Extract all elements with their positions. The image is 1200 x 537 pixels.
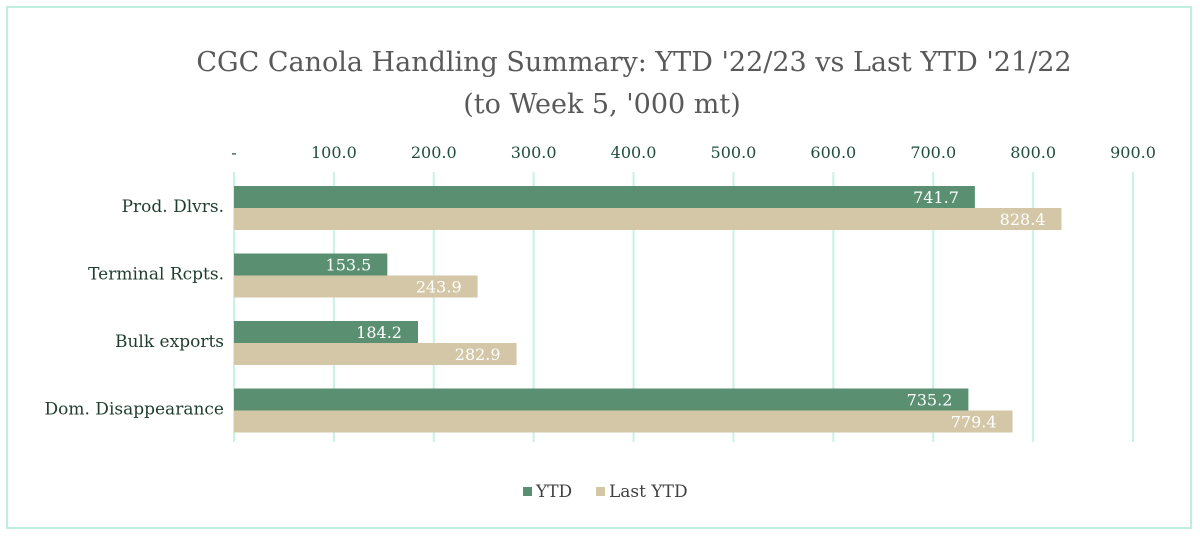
x-tick-label: 400.0 [611,143,657,162]
category-labels: Prod. Dlvrs. Terminal Rcpts. Bulk exports D… [45,197,224,420]
x-tick-label: 900.0 [1110,143,1156,162]
data-label: 243.9 [416,278,462,297]
legend-swatch-ytd [523,487,532,496]
category-label: Prod. Dlvrs. [122,197,224,217]
legend-label: Last YTD [609,482,688,502]
x-tick-label: 700.0 [910,143,956,162]
bar-last-ytd [234,208,1062,230]
category-label: Bulk exports [115,332,224,352]
bar-ytd [234,388,969,411]
bar-ytd [234,321,418,343]
legend-swatch-last-ytd [596,487,605,496]
data-label: 779.4 [951,413,997,432]
data-label: 735.2 [907,391,953,410]
data-label: 741.7 [913,188,959,207]
data-label: 184.2 [356,323,402,342]
x-tick-label: 300.0 [511,143,557,162]
x-tick-label: 200.0 [411,143,457,162]
x-axis-tick-labels: - 100.0 200.0 300.0 400.0 500.0 600.0 700.0 800.… [231,143,1156,162]
bar-last-ytd [234,275,478,298]
bar-ytd [234,253,388,276]
chart-subtitle: (to Week 5, '000 mt) [463,89,741,120]
bars [234,186,1062,433]
bar-ytd [234,186,975,208]
legend: YTD Last YTD [523,482,688,502]
x-tick-label: - [231,143,236,162]
category-label: Terminal Rcpts. [88,265,224,285]
chart-frame [6,6,1192,529]
bar-last-ytd [234,343,517,365]
chart-title: CGC Canola Handling Summary: YTD '22/23 … [196,47,1071,78]
x-tick-label: 800.0 [1010,143,1056,162]
data-label: 153.5 [326,256,372,275]
x-tick-label: 500.0 [711,143,757,162]
category-label: Dom. Disappearance [45,400,224,420]
data-labels: 741.7 828.4 153.5 243.9 184.2 282.9 735.2 779.4 [326,188,1046,432]
x-tick-label: 100.0 [311,143,357,162]
data-label: 282.9 [455,345,501,364]
bar-last-ytd [234,410,1013,433]
legend-label: YTD [535,482,572,502]
x-tick-label: 600.0 [810,143,856,162]
data-label: 828.4 [1000,210,1046,229]
